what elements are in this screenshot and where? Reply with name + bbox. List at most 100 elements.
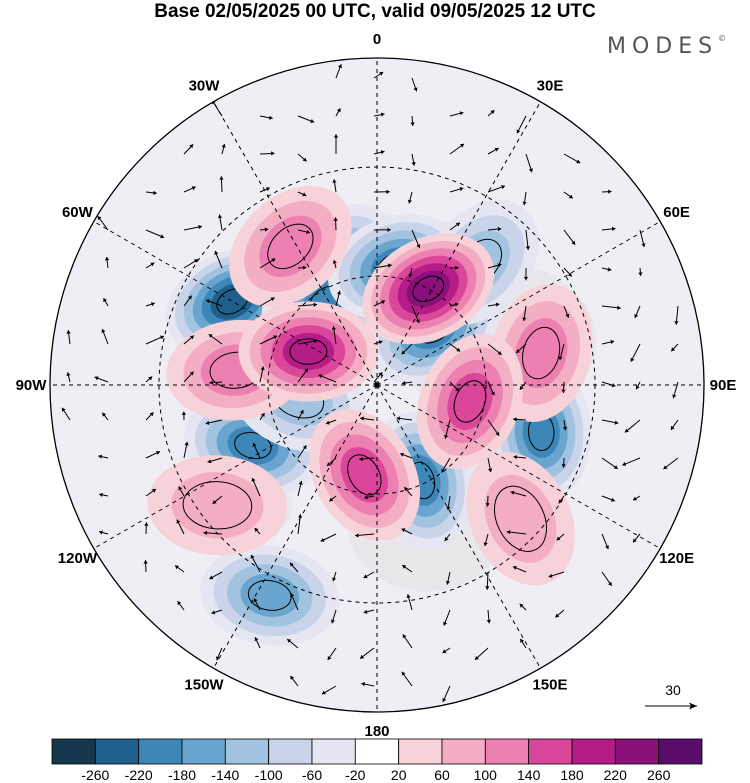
- wind-arrow: [355, 533, 375, 538]
- colorbar-swatch: [354, 738, 399, 765]
- wind-arrow: [145, 451, 161, 459]
- wind-arrow: [624, 419, 641, 433]
- wind-arrow: [297, 115, 315, 123]
- anomaly-cell-pos-baffin: [238, 301, 379, 402]
- colorbar-tick-label: -60: [302, 767, 322, 783]
- meridian-line: [376, 384, 541, 669]
- wind-arrow: [297, 368, 309, 383]
- wind-arrow: [485, 571, 490, 590]
- vector-reference-label: 30: [665, 682, 681, 698]
- wind-arrow: [373, 71, 384, 79]
- wind-arrow: [290, 675, 299, 687]
- wind-arrow: [181, 411, 186, 421]
- anomaly-level: [514, 318, 568, 389]
- wind-arrow: [203, 530, 223, 535]
- wind-arrow: [211, 609, 223, 615]
- wind-arrow: [519, 603, 527, 611]
- wind-arrow: [326, 457, 337, 467]
- wind-arrow: [183, 258, 199, 269]
- wind-arrow: [670, 419, 679, 431]
- anomaly-cell-neg-gulf-of-alaska: [200, 544, 340, 646]
- wind-arrow: [297, 444, 307, 459]
- longitude-label: 150E: [532, 677, 567, 694]
- longitude-label: 120W: [58, 550, 98, 567]
- wind-arrow: [601, 571, 613, 587]
- wind-arrow: [410, 115, 415, 126]
- wind-arrow: [449, 381, 460, 392]
- colorbar-tick-label: -20: [345, 767, 365, 783]
- wind-arrow: [442, 647, 451, 654]
- wind-arrow: [444, 419, 451, 439]
- wind-arrow: [632, 495, 641, 501]
- anomaly-level: [484, 474, 557, 563]
- wind-arrow: [214, 250, 223, 269]
- wind-arrow: [254, 636, 261, 649]
- wind-arrow: [183, 295, 193, 307]
- geopotential-contour: [522, 326, 561, 380]
- wind-arrow: [601, 267, 612, 272]
- wind-arrow: [205, 419, 223, 425]
- wind-arrow: [373, 300, 386, 307]
- wind-arrow: [183, 186, 196, 193]
- wind-arrow: [402, 634, 413, 649]
- wind-arrow: [373, 189, 390, 194]
- wind-arrow: [253, 598, 261, 611]
- wind-arrow: [373, 340, 383, 345]
- colorbar-swatch: [94, 738, 140, 765]
- wind-arrow: [361, 682, 375, 687]
- wind-arrow: [297, 338, 318, 345]
- wind-arrow: [259, 151, 275, 156]
- wind-arrow: [474, 647, 489, 661]
- wind-arrow: [522, 305, 527, 322]
- wind-arrow: [445, 571, 451, 585]
- wind-arrow: [259, 258, 276, 269]
- wind-arrow: [145, 190, 157, 195]
- wind-arrow: [335, 64, 342, 79]
- colorbar-tick-label: 100: [474, 767, 498, 783]
- colorbar-tick-label: 20: [391, 767, 407, 783]
- anomaly-cell-pos-iceland: [229, 185, 352, 307]
- wind-arrow: [444, 533, 451, 542]
- meridian-line: [376, 221, 661, 386]
- wind-arrow: [297, 302, 318, 307]
- wind-arrow: [208, 333, 223, 345]
- wind-arrow: [209, 571, 223, 580]
- longitude-label: 150W: [184, 677, 224, 694]
- wind-arrow: [250, 554, 261, 573]
- wind-arrow: [561, 457, 566, 468]
- wind-arrow: [320, 533, 337, 542]
- wind-arrow: [177, 600, 185, 611]
- colorbar-tick-label: 260: [647, 767, 671, 783]
- wind-arrow: [449, 265, 459, 270]
- wind-arrow: [635, 381, 641, 390]
- colorbar: -260 -220 -180 -140 -100 -60 -20 20 60 100 140 180 2…: [51, 738, 703, 783]
- wind-arrow: [332, 179, 337, 193]
- wind-arrow: [373, 150, 385, 155]
- wind-arrow: [407, 191, 413, 204]
- wind-arrow: [217, 214, 223, 231]
- anomaly-cell-pos-laptev: [416, 333, 524, 469]
- wind-arrow: [318, 374, 337, 383]
- wind-arrow: [99, 492, 109, 497]
- wind-arrow: [259, 366, 265, 383]
- wind-arrow: [209, 380, 223, 385]
- colorbar-swatch: [51, 738, 96, 765]
- wind-arrow: [297, 265, 307, 270]
- brand-name: MODES: [607, 34, 719, 59]
- wind-arrow: [205, 299, 223, 307]
- wind-arrow: [373, 227, 391, 232]
- anomaly-cell-pos-urals: [489, 284, 593, 422]
- wind-arrow: [373, 263, 392, 269]
- anomaly-level: [259, 215, 322, 278]
- wind-arrow: [401, 343, 413, 355]
- wind-arrow: [601, 189, 612, 194]
- wind-arrow: [364, 495, 375, 500]
- colorbar-tick-label: 220: [604, 767, 628, 783]
- colorbar-swatch: [311, 738, 356, 765]
- colorbar-tick-label: -260: [81, 767, 109, 783]
- wind-arrow: [373, 112, 385, 117]
- geopotential-contour: [289, 338, 328, 365]
- colorbar-swatch: [528, 738, 573, 765]
- anomaly-level: [406, 270, 450, 308]
- vector-reference: 30: [645, 682, 697, 710]
